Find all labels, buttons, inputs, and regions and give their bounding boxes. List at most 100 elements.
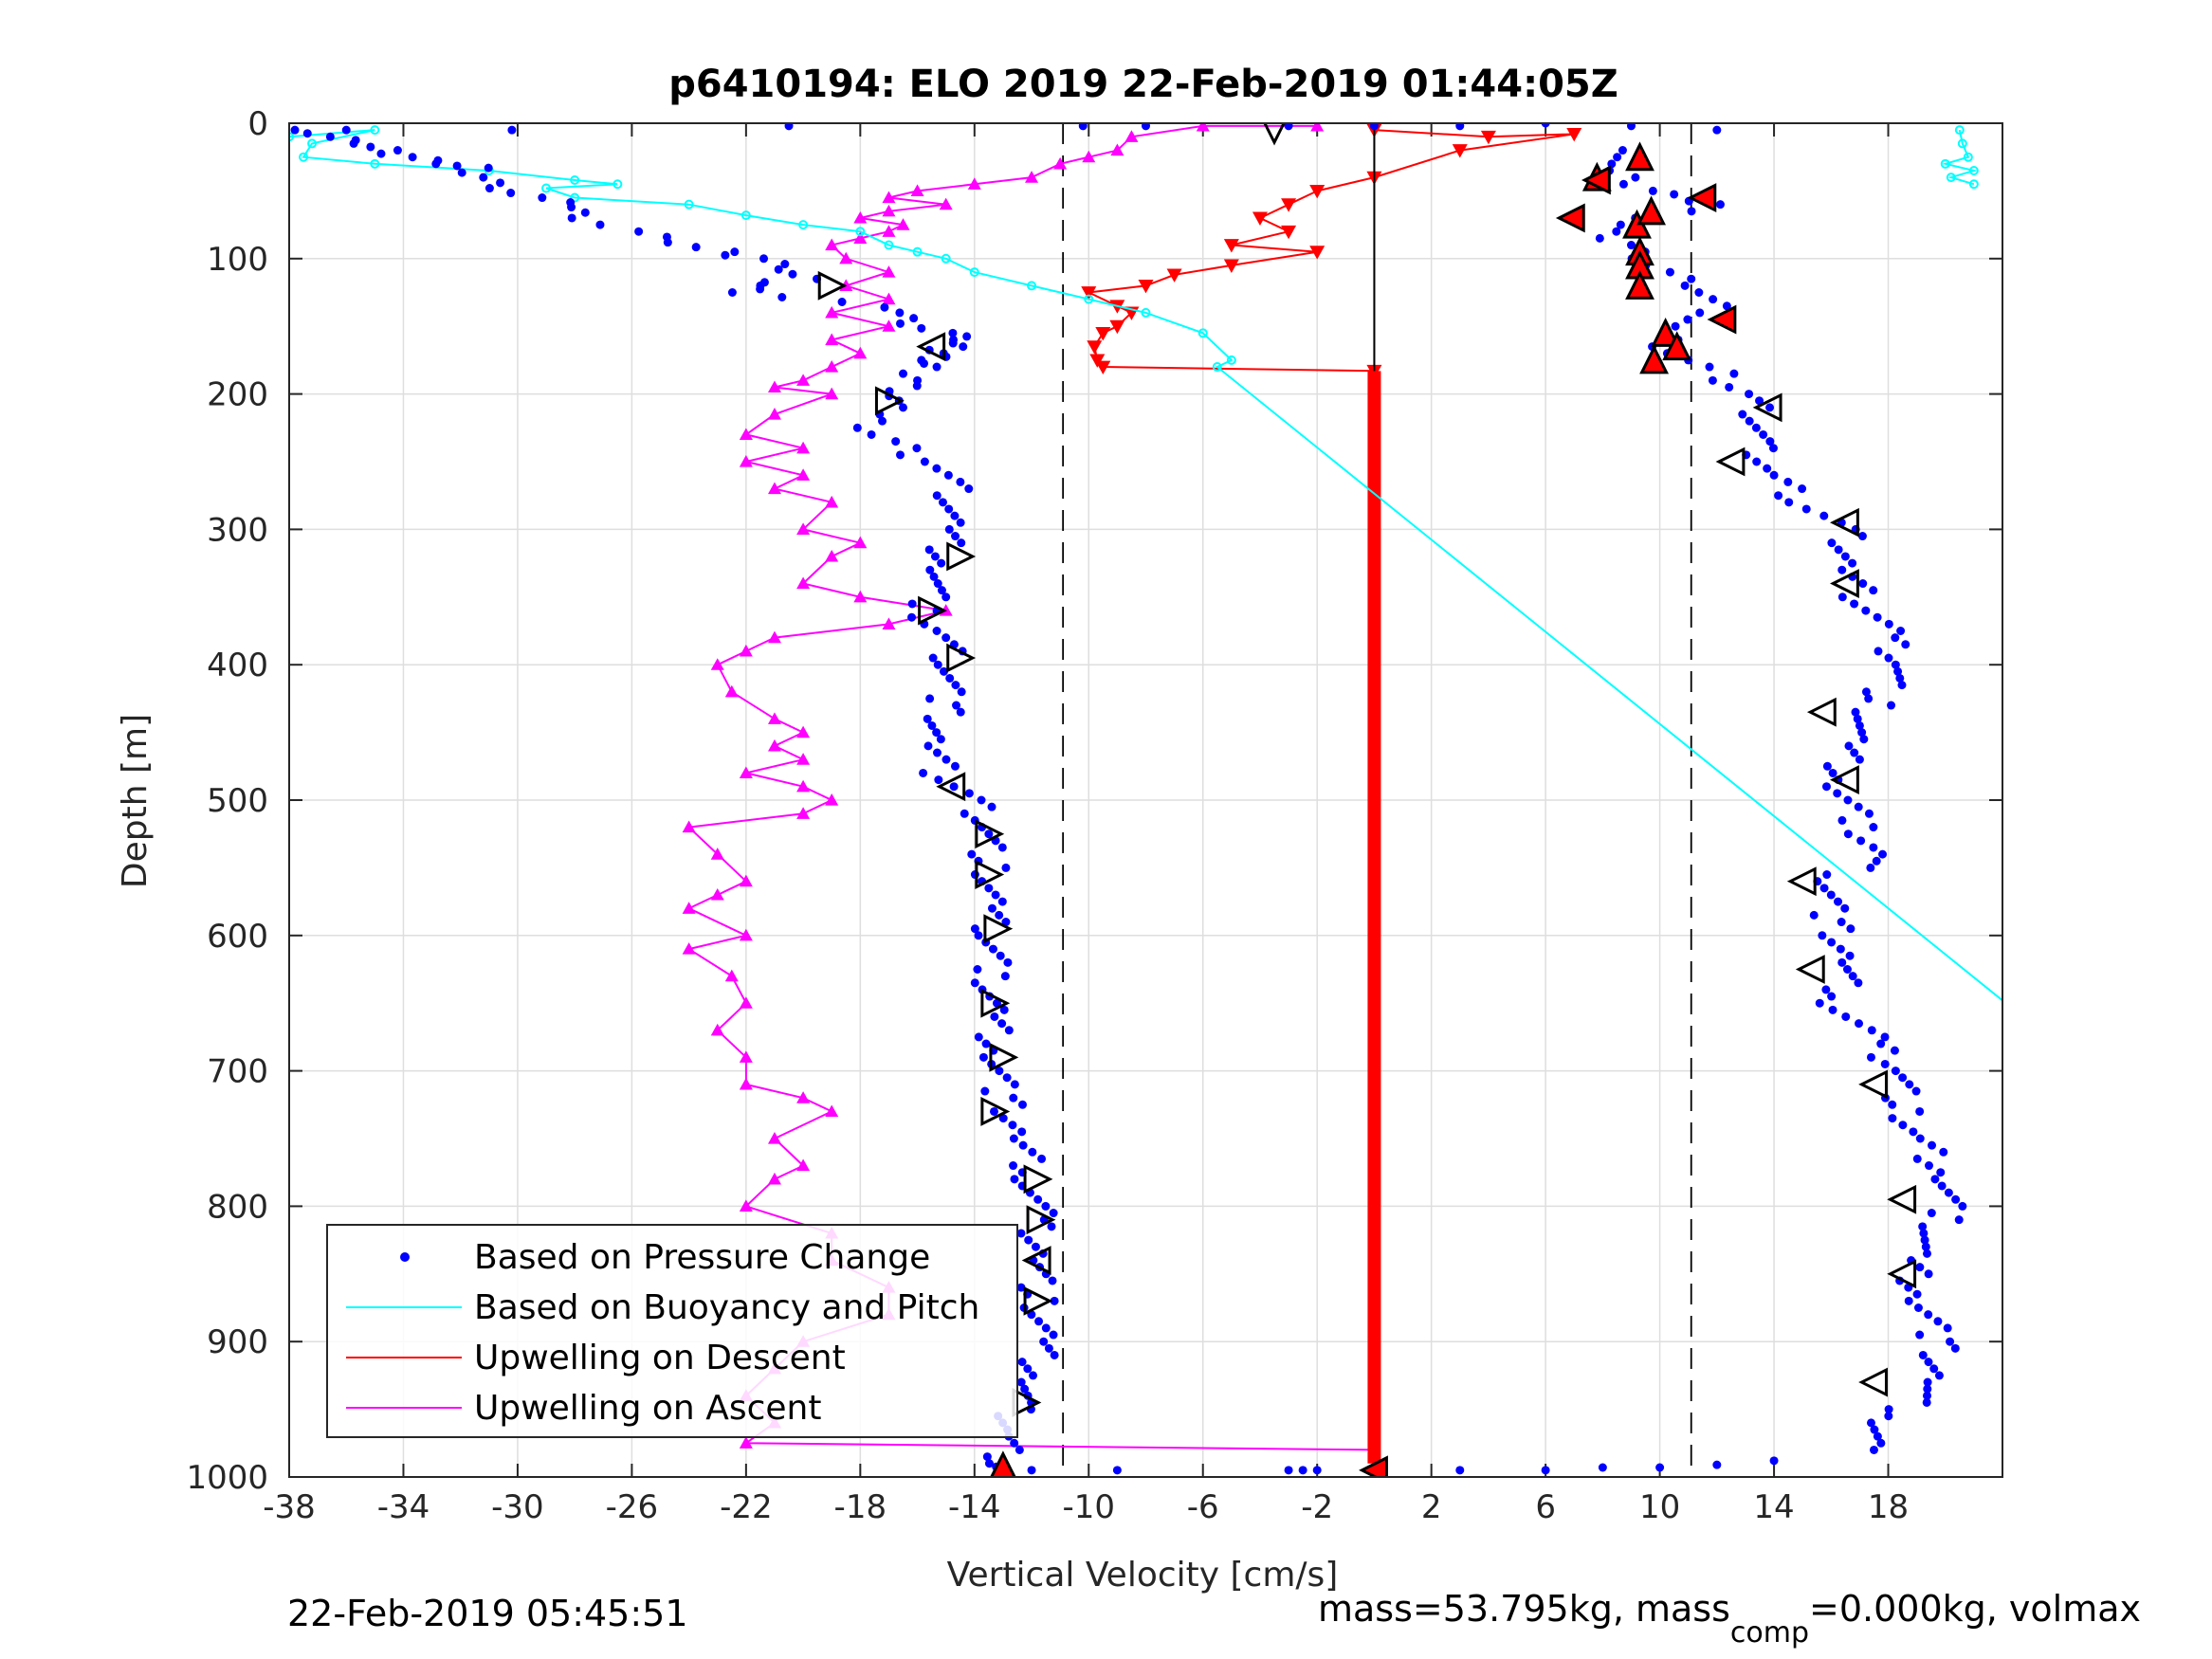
buoyancy-point	[612, 179, 623, 190]
pressure-point	[1846, 924, 1856, 934]
pressure-point	[925, 565, 935, 574]
pressure-point	[1864, 809, 1874, 818]
pressure-point	[1930, 1175, 1940, 1184]
pressure-point	[1884, 1405, 1893, 1414]
pressure-point	[1884, 619, 1893, 629]
ascent-point	[796, 1091, 811, 1103]
pressure-point	[1912, 1289, 1922, 1299]
x-tick-label: 18	[1868, 1488, 1909, 1526]
pressure-point	[1923, 1384, 1932, 1394]
pressure-point	[1008, 1121, 1017, 1130]
pressure-point	[1828, 768, 1837, 777]
direction-marker	[936, 772, 966, 802]
pressure-point	[928, 653, 938, 663]
x-tick-label: -26	[606, 1488, 659, 1526]
ascent-point	[710, 848, 724, 860]
pressure-point	[1924, 1269, 1933, 1279]
pressure-point	[1933, 1317, 1943, 1326]
direction-marker	[1806, 697, 1837, 727]
y-tick-label: 1000	[186, 1459, 268, 1497]
pressure-point	[919, 358, 928, 368]
pressure-point	[1924, 1358, 1933, 1367]
descent-point	[1095, 326, 1111, 341]
pressure-point	[1855, 720, 1864, 730]
x-tick-label: -22	[720, 1488, 773, 1526]
pressure-point	[507, 125, 517, 135]
descent-point	[1252, 211, 1268, 226]
pressure-point	[1017, 1127, 1027, 1137]
direction-marker	[1830, 507, 1859, 538]
pressure-point	[927, 720, 937, 730]
direction-marker	[817, 270, 848, 301]
pressure-point	[1755, 396, 1764, 406]
buoyancy-point	[1197, 328, 1208, 338]
pressure-point	[484, 163, 493, 173]
y-axis-label: Depth [m]	[116, 714, 155, 888]
pressure-point	[1864, 694, 1874, 703]
y-tick-label: 200	[207, 376, 268, 414]
pressure-point	[1869, 843, 1878, 852]
pressure-point	[978, 1052, 988, 1062]
y-tick-label: 800	[207, 1188, 268, 1226]
pressure-point	[408, 153, 417, 162]
direction-marker	[918, 595, 947, 626]
pressure-point	[909, 314, 919, 323]
buoyancy-point	[570, 192, 580, 203]
pressure-point	[997, 1019, 1007, 1029]
ascent-point	[767, 380, 781, 393]
pressure-point	[1018, 1140, 1028, 1150]
pressure-point	[1922, 1249, 1931, 1258]
pressure-point	[1680, 281, 1690, 290]
pressure-point	[948, 328, 958, 337]
pressure-point	[1765, 437, 1775, 447]
pressure-point	[1613, 153, 1622, 162]
pressure-point	[1873, 612, 1882, 622]
pressure-point	[964, 789, 974, 798]
pressure-point	[1312, 1466, 1322, 1475]
pressure-point	[948, 338, 958, 348]
pressure-point	[959, 342, 968, 352]
pressure-point	[1958, 1201, 1967, 1211]
buoyancy-line-top-right	[1941, 129, 1978, 186]
pressure-point	[1904, 1296, 1913, 1305]
pressure-point	[1648, 186, 1657, 195]
pressure-point	[1745, 390, 1754, 399]
ascent-point	[825, 495, 839, 508]
pressure-point	[989, 1106, 998, 1116]
pressure-point	[1044, 1343, 1053, 1353]
pressure-point	[1843, 830, 1853, 839]
pressure-point	[1809, 910, 1819, 920]
pressure-point	[1050, 1350, 1059, 1359]
pressure-point	[1840, 552, 1850, 561]
pressure-point	[1708, 375, 1717, 385]
ascent-point	[767, 482, 781, 495]
pressure-point	[349, 138, 358, 148]
pressure-point	[1010, 1175, 1019, 1184]
pressure-point	[1898, 1121, 1908, 1130]
ascent-point	[853, 231, 868, 244]
buoyancy-point	[1946, 173, 1956, 183]
series-group	[289, 123, 2002, 1477]
direction-marker	[1887, 1259, 1917, 1289]
pressure-point	[923, 714, 932, 723]
pressure-point	[1050, 1296, 1059, 1305]
pressure-point	[1842, 965, 1852, 974]
pressure-point	[1837, 957, 1847, 967]
direction-marker	[1786, 866, 1817, 897]
pressure-point	[580, 208, 590, 217]
pressure-point	[1936, 1168, 1946, 1177]
pressure-point	[1801, 504, 1811, 514]
pressure-point	[1915, 1134, 1925, 1143]
pressure-point	[998, 1114, 1008, 1123]
ascent-point	[1196, 123, 1210, 132]
pressure-point	[997, 843, 1007, 852]
pressure-point	[479, 173, 488, 182]
pressure-point	[995, 910, 1004, 920]
x-tick-label: -2	[1301, 1488, 1333, 1526]
pressure-point	[1455, 123, 1465, 131]
ascent-point	[1110, 143, 1124, 156]
x-tick-label: 14	[1753, 1488, 1794, 1526]
descent-point	[1095, 360, 1111, 375]
ascent-point	[682, 942, 696, 955]
pressure-point	[941, 592, 951, 602]
